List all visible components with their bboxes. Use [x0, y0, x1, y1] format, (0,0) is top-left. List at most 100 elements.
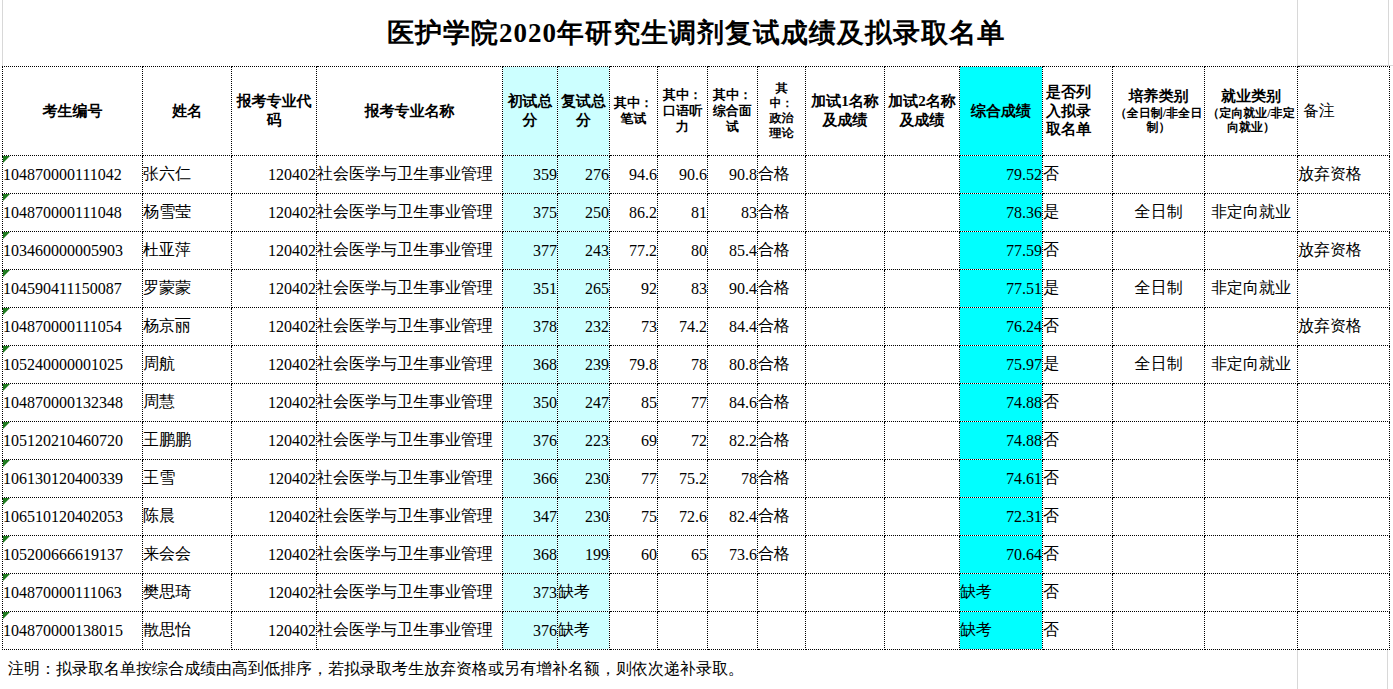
cell-written[interactable]: 60 [610, 536, 658, 574]
cell-admitted[interactable]: 否 [1043, 384, 1113, 422]
cell-major-code[interactable]: 120402 [232, 498, 317, 536]
cell-initial-total[interactable]: 359 [503, 156, 558, 194]
cell-initial-total[interactable]: 376 [503, 422, 558, 460]
cell-initial-total[interactable]: 377 [503, 232, 558, 270]
cell-composite-score[interactable]: 77.59 [960, 232, 1043, 270]
cell-major-name[interactable]: 社会医学与卫生事业管理 [317, 232, 503, 270]
cell-candidate-id[interactable]: 104870000132348 [3, 384, 143, 422]
cell-candidate-id[interactable]: 104870000111048 [3, 194, 143, 232]
cell-name[interactable]: 樊思琦 [143, 574, 232, 612]
cell-training-type[interactable] [1113, 536, 1205, 574]
cell-remarks[interactable]: 放弃资格 [1298, 156, 1390, 194]
cell-initial-total[interactable]: 366 [503, 460, 558, 498]
cell-remarks[interactable] [1298, 574, 1390, 612]
cell-initial-total[interactable]: 376 [503, 612, 558, 650]
cell-employment-type[interactable] [1205, 156, 1298, 194]
cell-name[interactable]: 周慧 [143, 384, 232, 422]
cell-major-code[interactable]: 120402 [232, 194, 317, 232]
cell-major-code[interactable]: 120402 [232, 536, 317, 574]
cell-oral-listening[interactable]: 77 [658, 384, 708, 422]
cell-oral-listening[interactable]: 78 [658, 346, 708, 384]
cell-admitted[interactable]: 否 [1043, 422, 1113, 460]
cell-major-code[interactable]: 120402 [232, 384, 317, 422]
cell-retest-total[interactable]: 232 [558, 308, 610, 346]
cell-admitted[interactable]: 否 [1043, 232, 1113, 270]
cell-composite-score[interactable]: 78.36 [960, 194, 1043, 232]
cell-candidate-id[interactable]: 103460000005903 [3, 232, 143, 270]
cell-training-type[interactable] [1113, 612, 1205, 650]
cell-composite-score[interactable]: 74.61 [960, 460, 1043, 498]
cell-major-code[interactable]: 120402 [232, 232, 317, 270]
cell-extra-test-2[interactable] [885, 270, 960, 308]
cell-interview[interactable] [708, 612, 758, 650]
cell-training-type[interactable]: 全日制 [1113, 194, 1205, 232]
cell-retest-total[interactable]: 247 [558, 384, 610, 422]
cell-interview[interactable] [708, 574, 758, 612]
cell-admitted[interactable]: 是 [1043, 346, 1113, 384]
cell-major-name[interactable]: 社会医学与卫生事业管理 [317, 308, 503, 346]
cell-major-name[interactable]: 社会医学与卫生事业管理 [317, 422, 503, 460]
cell-admitted[interactable]: 否 [1043, 460, 1113, 498]
cell-major-name[interactable]: 社会医学与卫生事业管理 [317, 270, 503, 308]
cell-extra-test-2[interactable] [885, 194, 960, 232]
cell-politics[interactable]: 合格 [758, 232, 806, 270]
cell-written[interactable]: 75 [610, 498, 658, 536]
cell-composite-score[interactable]: 74.88 [960, 384, 1043, 422]
cell-training-type[interactable] [1113, 498, 1205, 536]
cell-major-code[interactable]: 120402 [232, 270, 317, 308]
cell-training-type[interactable] [1113, 574, 1205, 612]
col-header-oral-listening[interactable]: 其中：口语听力 [658, 67, 708, 156]
cell-employment-type[interactable] [1205, 422, 1298, 460]
cell-remarks[interactable] [1298, 536, 1390, 574]
col-header-major-name[interactable]: 报考专业名称 [317, 67, 503, 156]
cell-training-type[interactable]: 全日制 [1113, 270, 1205, 308]
cell-employment-type[interactable]: 非定向就业 [1205, 194, 1298, 232]
cell-employment-type[interactable] [1205, 460, 1298, 498]
cell-training-type[interactable] [1113, 460, 1205, 498]
cell-retest-total[interactable]: 223 [558, 422, 610, 460]
cell-composite-score[interactable]: 79.52 [960, 156, 1043, 194]
cell-remarks[interactable]: 放弃资格 [1298, 232, 1390, 270]
col-header-remarks[interactable]: 备注 [1298, 67, 1390, 156]
cell-remarks[interactable] [1298, 422, 1390, 460]
cell-extra-test-1[interactable] [806, 612, 885, 650]
cell-training-type[interactable] [1113, 422, 1205, 460]
cell-initial-total[interactable]: 368 [503, 536, 558, 574]
cell-major-name[interactable]: 社会医学与卫生事业管理 [317, 346, 503, 384]
cell-employment-type[interactable] [1205, 612, 1298, 650]
cell-admitted[interactable]: 否 [1043, 574, 1113, 612]
cell-candidate-id[interactable]: 105200666619137 [3, 536, 143, 574]
cell-candidate-id[interactable]: 104870000111054 [3, 308, 143, 346]
cell-candidate-id[interactable]: 104870000138015 [3, 612, 143, 650]
cell-politics[interactable]: 合格 [758, 498, 806, 536]
cell-oral-listening[interactable]: 72.6 [658, 498, 708, 536]
cell-initial-total[interactable]: 378 [503, 308, 558, 346]
col-header-written[interactable]: 其中：笔试 [610, 67, 658, 156]
cell-interview[interactable]: 80.8 [708, 346, 758, 384]
cell-name[interactable]: 陈晨 [143, 498, 232, 536]
cell-remarks[interactable]: 放弃资格 [1298, 308, 1390, 346]
cell-candidate-id[interactable]: 106510120402053 [3, 498, 143, 536]
cell-written[interactable]: 85 [610, 384, 658, 422]
cell-extra-test-1[interactable] [806, 194, 885, 232]
cell-initial-total[interactable]: 373 [503, 574, 558, 612]
cell-written[interactable]: 73 [610, 308, 658, 346]
cell-retest-total[interactable]: 265 [558, 270, 610, 308]
cell-training-type[interactable] [1113, 384, 1205, 422]
cell-politics[interactable]: 合格 [758, 536, 806, 574]
cell-employment-type[interactable] [1205, 308, 1298, 346]
cell-candidate-id[interactable]: 104870000111063 [3, 574, 143, 612]
cell-interview[interactable]: 84.4 [708, 308, 758, 346]
cell-politics[interactable]: 合格 [758, 308, 806, 346]
cell-interview[interactable]: 84.6 [708, 384, 758, 422]
cell-major-name[interactable]: 社会医学与卫生事业管理 [317, 498, 503, 536]
cell-major-code[interactable]: 120402 [232, 346, 317, 384]
cell-politics[interactable]: 合格 [758, 384, 806, 422]
cell-initial-total[interactable]: 375 [503, 194, 558, 232]
cell-training-type[interactable]: 全日制 [1113, 346, 1205, 384]
cell-retest-total[interactable]: 230 [558, 498, 610, 536]
col-header-employment-type[interactable]: 就业类别 （定向就业/非定向就业） [1205, 67, 1298, 156]
cell-politics[interactable]: 合格 [758, 346, 806, 384]
cell-admitted[interactable]: 是 [1043, 270, 1113, 308]
cell-extra-test-1[interactable] [806, 232, 885, 270]
